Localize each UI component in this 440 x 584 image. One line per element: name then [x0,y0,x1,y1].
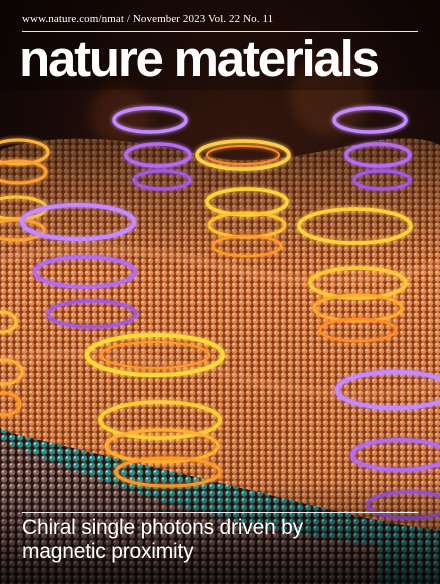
magazine-title: nature materials [19,30,380,87]
cover-story-line-1: Chiral single photons driven by [22,516,303,539]
cover-story-line-2: magnetic proximity [22,540,194,563]
cover-story-rule [22,512,418,513]
issue-line: www.nature.com/nmat / November 2023 Vol.… [22,13,274,25]
masthead-rule [22,31,418,32]
cover-story-headline: Chiral single photons driven by magnetic… [22,516,422,564]
